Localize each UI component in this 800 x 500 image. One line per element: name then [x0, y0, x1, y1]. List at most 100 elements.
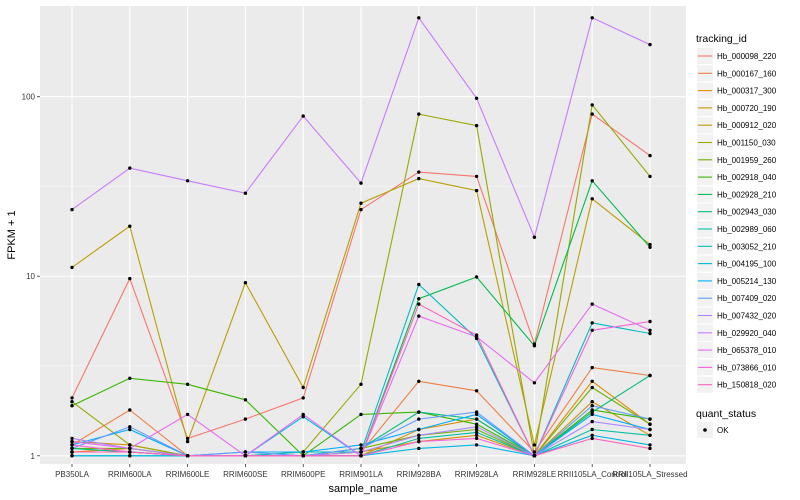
data-point [590, 302, 594, 306]
data-point [417, 433, 421, 437]
data-point [70, 450, 74, 454]
data-point [648, 433, 652, 437]
data-point [301, 412, 305, 417]
data-point [359, 450, 363, 454]
y-tick-label: 1 [31, 452, 36, 461]
legend-label: Hb_002943_030 [717, 208, 777, 217]
data-point [185, 439, 190, 444]
legend-label: Hb_001959_260 [717, 156, 777, 165]
data-point [474, 433, 479, 437]
data-points [70, 16, 652, 458]
data-point [243, 450, 248, 454]
major-gridlines [40, 6, 686, 464]
data-point [590, 103, 594, 107]
data-point [648, 422, 652, 426]
data-point [648, 42, 652, 47]
legend-label: Hb_000912_020 [717, 121, 777, 130]
data-point [301, 454, 305, 458]
data-point [185, 412, 190, 417]
data-point [532, 381, 537, 385]
data-point [474, 174, 479, 179]
legend-label: Hb_003052_210 [717, 242, 777, 251]
data-point [185, 436, 190, 441]
data-point [243, 398, 248, 402]
data-point [474, 123, 479, 128]
y-tick-label: 100 [22, 93, 36, 102]
data-point [128, 427, 132, 432]
data-point [359, 446, 363, 451]
data-point [590, 404, 594, 408]
data-point [648, 373, 652, 378]
data-point [417, 446, 421, 451]
data-point [590, 112, 594, 116]
data-point [243, 454, 248, 458]
data-point [70, 396, 74, 400]
data-point [532, 344, 537, 348]
data-point [590, 365, 594, 370]
data-point [590, 436, 594, 441]
x-tick-label: RRIM600PE [281, 470, 325, 479]
data-point [301, 114, 305, 118]
x-tick-label: RRIM901LA [339, 470, 383, 479]
data-point [417, 379, 421, 383]
data-point [417, 417, 421, 421]
data-point [648, 331, 652, 336]
data-point [474, 436, 479, 441]
data-point [243, 191, 248, 195]
legend-label: Hb_065378_010 [717, 346, 777, 355]
data-point [648, 328, 652, 332]
data-point [590, 321, 594, 325]
y-axis: 1 10 100 [22, 93, 40, 461]
data-point [417, 439, 421, 444]
data-point [474, 417, 479, 421]
data-point [70, 400, 74, 404]
legend-label: Hb_002928_210 [717, 190, 777, 199]
legend-label: Hb_007409_020 [717, 294, 777, 303]
x-tick-label: RRIM600LA [108, 470, 152, 479]
data-point [128, 443, 132, 447]
x-axis-title: sample_name [328, 483, 397, 495]
data-point [590, 427, 594, 432]
data-point [474, 427, 479, 432]
data-point [417, 314, 421, 318]
data-point [590, 419, 594, 424]
data-point [128, 454, 132, 458]
data-point [301, 396, 305, 400]
legend-label: Hb_005214_130 [717, 277, 777, 286]
x-tick-label: RRIM928LA [455, 470, 499, 479]
legend-label: Hb_001150_030 [717, 139, 776, 148]
legend-status-label: OK [717, 426, 729, 435]
data-point [532, 443, 537, 447]
data-point [590, 179, 594, 183]
data-point [185, 454, 190, 458]
legend-label: Hb_029920_040 [717, 329, 777, 338]
legend-status-point-icon [703, 428, 707, 432]
data-point [70, 446, 74, 451]
data-point [128, 425, 132, 429]
legend-title: tracking_id [696, 33, 747, 45]
data-point [417, 16, 421, 20]
data-point [185, 382, 190, 386]
data-point [359, 181, 363, 185]
legend-label: Hb_073866_010 [717, 363, 777, 372]
data-point [70, 207, 74, 212]
data-point [70, 265, 74, 270]
data-point [648, 446, 652, 451]
data-point [590, 385, 594, 390]
legend-status-title: quant_status [696, 408, 756, 420]
data-point [70, 439, 74, 444]
data-point [128, 276, 132, 281]
x-tick-label: RRIM928LE [513, 470, 557, 479]
data-point [359, 207, 363, 212]
legend-label: Hb_000317_300 [717, 87, 777, 96]
data-point [128, 408, 132, 412]
data-point [474, 430, 479, 435]
legend-label: Hb_002989_060 [717, 225, 777, 234]
data-point [590, 400, 594, 404]
data-point [417, 427, 421, 432]
legend-label: Hb_007432_020 [717, 312, 777, 321]
data-point [70, 454, 74, 458]
y-tick-label: 10 [26, 272, 35, 281]
data-point [474, 96, 479, 101]
